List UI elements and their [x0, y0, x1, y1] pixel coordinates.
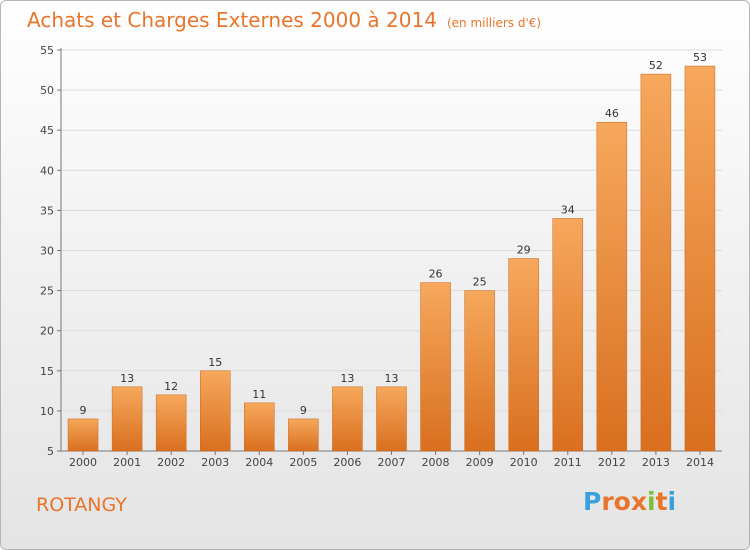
bar — [376, 386, 407, 452]
bar — [684, 65, 716, 452]
chart-title-text: Achats et Charges Externes 2000 à 2014 — [27, 8, 437, 32]
logo-letter: P — [583, 487, 602, 516]
bar-value-label: 53 — [693, 51, 707, 64]
bar-value-label: 11 — [252, 388, 266, 401]
x-tick-label: 2006 — [333, 456, 361, 469]
y-tick-label: 25 — [40, 285, 54, 298]
x-tick-label: 2011 — [554, 456, 582, 469]
y-tick-label: 5 — [47, 445, 54, 458]
bar — [244, 402, 275, 452]
bar-value-label: 34 — [561, 203, 575, 216]
x-tick-label: 2014 — [686, 456, 714, 469]
bar — [288, 418, 319, 452]
bar-value-label: 46 — [605, 107, 619, 120]
y-tick-label: 45 — [40, 124, 54, 137]
y-tick-label: 15 — [40, 365, 54, 378]
logo-letter: o — [613, 487, 631, 516]
y-tick-label: 40 — [40, 164, 54, 177]
bar — [640, 73, 672, 452]
y-tick-label: 35 — [40, 204, 54, 217]
bar-value-label: 13 — [385, 372, 399, 385]
x-tick-label: 2000 — [69, 456, 97, 469]
bar — [464, 290, 495, 452]
x-tick-label: 2012 — [598, 456, 626, 469]
x-tick-label: 2007 — [378, 456, 406, 469]
data-labels: 9 13 12 15 11 9 13 13 26 25 29 34 46 52 53 — [80, 51, 707, 417]
bar — [420, 282, 451, 452]
bar-value-label: 13 — [340, 372, 354, 385]
bar-value-label: 25 — [473, 276, 487, 289]
bar-value-label: 52 — [649, 59, 663, 72]
bar — [67, 418, 99, 452]
x-tick-label: 2004 — [245, 456, 273, 469]
bar — [508, 258, 539, 452]
logo-letter: t — [655, 487, 668, 516]
bar-value-label: 29 — [517, 244, 531, 257]
logo-letter: r — [601, 487, 614, 516]
x-tick-label: 2003 — [201, 456, 229, 469]
bar — [552, 218, 584, 452]
y-tick-label: 30 — [40, 245, 54, 258]
chart-title: Achats et Charges Externes 2000 à 2014 (e… — [27, 8, 541, 32]
x-tick-label: 2008 — [422, 456, 450, 469]
x-tick-label: 2009 — [466, 456, 494, 469]
bar — [155, 394, 187, 452]
bar-value-label: 9 — [80, 404, 87, 417]
bar-value-label: 9 — [300, 404, 307, 417]
bar-value-label: 13 — [120, 372, 134, 385]
x-tick-label: 2013 — [642, 456, 670, 469]
bar — [111, 386, 143, 452]
commune-name: ROTANGY — [36, 494, 127, 516]
bar — [596, 121, 628, 452]
chart-unit: (en milliers d'€) — [446, 16, 542, 30]
logo-letter: i — [667, 487, 677, 516]
proxiti-logo[interactable]: Proxiti — [583, 487, 676, 516]
x-tick-label: 2001 — [113, 456, 141, 469]
bar — [332, 386, 363, 452]
logo-letter: i — [647, 487, 656, 516]
y-tick-label: 50 — [40, 84, 54, 97]
bar-value-label: 26 — [429, 268, 443, 281]
bars — [67, 65, 716, 452]
bar — [199, 370, 231, 452]
bar-value-label: 12 — [164, 380, 178, 393]
y-tick-label: 20 — [40, 325, 54, 338]
y-tick-label: 55 — [40, 44, 54, 57]
y-tick-label: 10 — [40, 405, 54, 418]
bar-value-label: 15 — [208, 356, 222, 369]
x-tick-label: 2002 — [157, 456, 185, 469]
logo-letter: x — [630, 487, 647, 516]
x-tick-label: 2005 — [289, 456, 317, 469]
x-tick-label: 2010 — [510, 456, 538, 469]
